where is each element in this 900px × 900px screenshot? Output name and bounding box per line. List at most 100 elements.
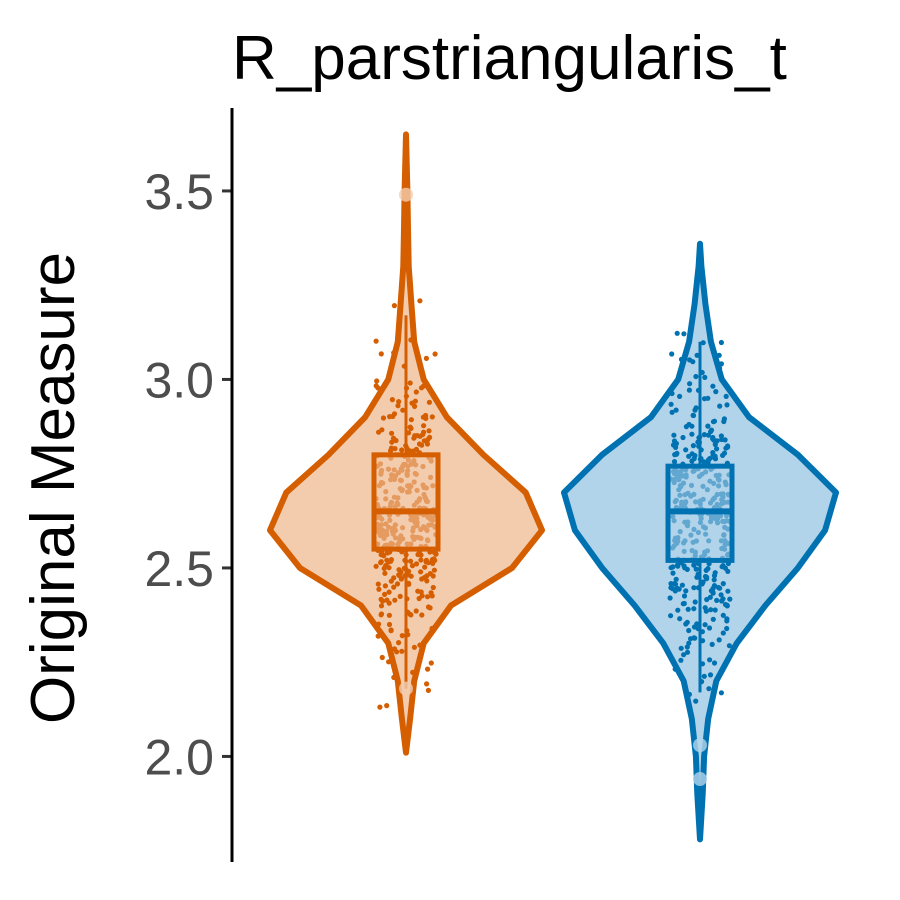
data-point	[700, 340, 706, 346]
data-point	[375, 581, 381, 587]
data-point	[705, 423, 711, 429]
data-point	[713, 389, 719, 395]
data-point	[694, 352, 700, 358]
data-point	[393, 437, 399, 444]
data-point	[718, 339, 725, 346]
data-point	[711, 577, 717, 583]
data-point	[716, 637, 722, 643]
data-point	[400, 407, 406, 413]
data-point	[376, 586, 382, 592]
data-point	[411, 644, 417, 650]
data-point	[388, 557, 394, 563]
data-point	[724, 402, 730, 408]
data-point	[391, 646, 398, 652]
data-point	[418, 589, 424, 595]
data-point	[678, 645, 684, 651]
y-tick-label: 3.0	[144, 352, 214, 408]
data-point	[677, 393, 683, 399]
data-point	[431, 567, 437, 573]
data-point	[682, 565, 688, 571]
data-point	[723, 393, 729, 399]
data-point	[727, 596, 733, 602]
data-point	[668, 401, 674, 407]
data-point	[429, 414, 435, 420]
data-point	[427, 434, 433, 440]
data-point	[721, 418, 727, 425]
data-point	[396, 567, 402, 573]
data-point	[686, 691, 693, 698]
data-point	[724, 625, 730, 632]
data-point	[717, 585, 723, 591]
data-point	[374, 378, 380, 384]
data-point	[708, 607, 714, 613]
data-point	[391, 674, 397, 681]
data-point	[684, 649, 691, 655]
data-point	[717, 365, 723, 371]
data-point	[726, 643, 733, 649]
data-point	[413, 608, 419, 614]
data-point	[373, 338, 379, 344]
data-point	[702, 622, 708, 628]
data-point	[690, 412, 697, 419]
data-point	[397, 593, 403, 600]
data-point	[419, 612, 425, 618]
data-point	[707, 657, 713, 663]
data-point	[712, 456, 719, 462]
data-point	[676, 586, 682, 592]
data-point	[714, 597, 720, 604]
data-point	[687, 381, 693, 387]
data-point	[386, 612, 392, 618]
data-point	[386, 589, 392, 595]
data-point	[386, 600, 392, 606]
data-point	[691, 635, 697, 641]
data-point	[689, 423, 695, 429]
data-point	[417, 642, 423, 648]
data-point	[380, 415, 387, 421]
data-point	[425, 687, 431, 694]
outlier-point	[693, 738, 707, 753]
data-point	[391, 584, 397, 590]
data-point	[384, 557, 390, 563]
data-point	[391, 575, 397, 581]
data-point	[389, 430, 395, 436]
data-point	[384, 703, 390, 709]
data-point	[421, 423, 427, 429]
data-point	[705, 432, 712, 438]
data-point	[674, 562, 681, 568]
data-point	[691, 562, 697, 568]
data-point	[394, 581, 401, 587]
data-point	[418, 569, 424, 575]
data-point	[395, 403, 401, 409]
data-point	[703, 608, 709, 614]
data-point	[711, 418, 718, 424]
data-point	[669, 351, 675, 357]
data-point	[690, 443, 697, 449]
data-point	[392, 446, 398, 452]
outlier-point	[693, 772, 707, 787]
data-point	[673, 407, 679, 413]
data-point	[670, 570, 676, 576]
data-point	[392, 597, 398, 603]
data-point	[419, 576, 425, 582]
data-point	[425, 604, 432, 610]
data-point	[382, 583, 388, 589]
violin-group-1	[267, 131, 545, 756]
data-point	[710, 434, 716, 441]
data-point	[378, 559, 384, 565]
data-point	[408, 558, 414, 564]
data-point	[693, 373, 699, 380]
data-point	[429, 593, 435, 599]
data-point	[691, 585, 697, 591]
data-point	[669, 390, 675, 397]
data-point	[406, 448, 412, 454]
data-point	[694, 574, 700, 580]
data-point	[711, 573, 718, 579]
data-point	[422, 564, 428, 570]
data-point	[681, 593, 688, 599]
data-point	[407, 380, 413, 386]
data-point	[691, 456, 697, 462]
data-point	[396, 640, 402, 646]
data-point	[420, 383, 426, 389]
data-point	[399, 648, 405, 654]
data-point	[679, 582, 686, 588]
